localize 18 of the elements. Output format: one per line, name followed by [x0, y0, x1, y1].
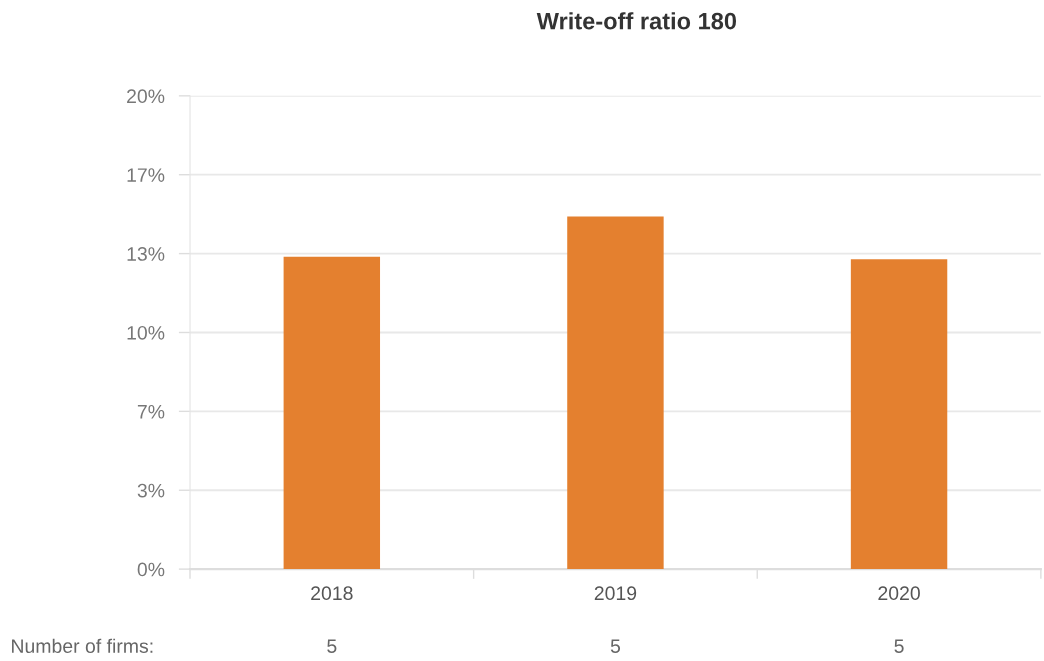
bar: [567, 216, 664, 570]
chart-title: Write-off ratio 180: [536, 12, 737, 30]
bar: [283, 256, 381, 570]
y-tick-label: 7%: [137, 404, 165, 419]
text: 5: [610, 639, 621, 653]
x-tick-label: 2019: [594, 586, 637, 601]
x-tick-label: 2018: [311, 586, 353, 601]
text: 5: [894, 639, 904, 653]
bar: [850, 259, 948, 570]
y-tick-label: 3%: [137, 483, 165, 498]
x-tick-label: 2020: [878, 586, 920, 601]
y-tick-label: 10%: [127, 325, 165, 340]
y-tick-label: 17%: [127, 168, 165, 182]
y-tick-label: 20%: [127, 89, 165, 104]
text: 5: [327, 639, 337, 653]
text: Number of firms:: [12, 638, 153, 653]
y-tick-label: 13%: [127, 247, 165, 261]
y-tick-label: 0%: [137, 562, 165, 577]
